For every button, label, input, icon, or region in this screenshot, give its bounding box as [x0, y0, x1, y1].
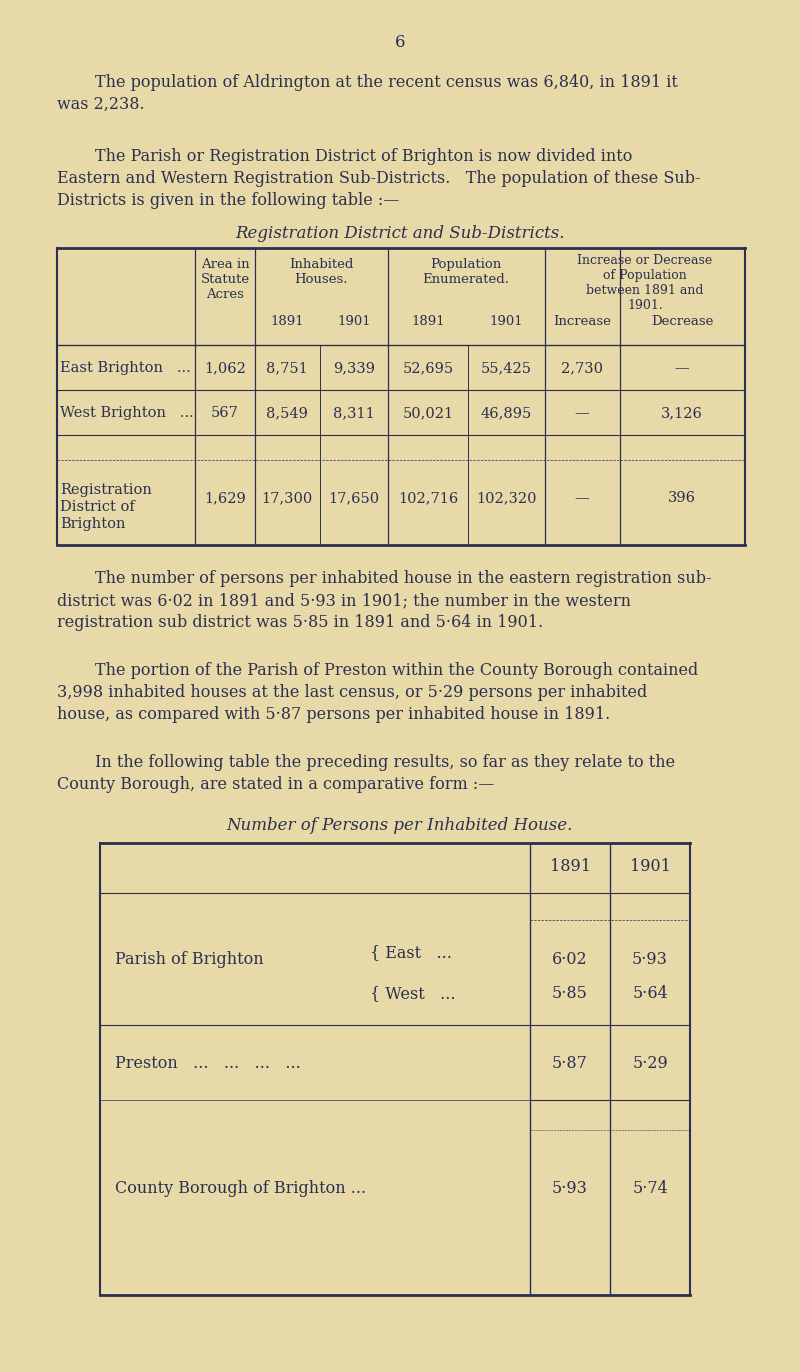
Text: 8,751: 8,751 [266, 361, 308, 375]
Text: 6: 6 [394, 34, 406, 51]
Text: 1891: 1891 [270, 316, 304, 328]
Text: 1891: 1891 [411, 316, 445, 328]
Text: The number of persons per inhabited house in the eastern registration sub-: The number of persons per inhabited hous… [95, 569, 711, 587]
Text: 102,320: 102,320 [476, 491, 536, 505]
Text: 396: 396 [668, 491, 696, 505]
Text: 5·29: 5·29 [632, 1055, 668, 1072]
Text: Increase: Increase [553, 316, 611, 328]
Text: 1901: 1901 [337, 316, 371, 328]
Text: County Borough of Brighton ...: County Borough of Brighton ... [115, 1180, 366, 1196]
Text: Brighton: Brighton [60, 517, 126, 531]
Text: 3,998 inhabited houses at the last census, or 5·29 persons per inhabited: 3,998 inhabited houses at the last censu… [57, 685, 647, 701]
Text: Population
Enumerated.: Population Enumerated. [422, 258, 510, 285]
Text: The portion of the Parish of Preston within the County Borough contained: The portion of the Parish of Preston wit… [95, 663, 698, 679]
Text: 1,062: 1,062 [204, 361, 246, 375]
Text: 1,629: 1,629 [204, 491, 246, 505]
Text: Registration: Registration [60, 483, 152, 497]
Text: —: — [674, 361, 690, 375]
Text: 5·93: 5·93 [552, 1180, 588, 1196]
Text: County Borough, are stated in a comparative form :—: County Borough, are stated in a comparat… [57, 777, 494, 793]
Text: 6·02: 6·02 [552, 951, 588, 969]
Text: Parish of Brighton: Parish of Brighton [115, 951, 264, 969]
Text: 5·93: 5·93 [632, 951, 668, 969]
Text: 1901: 1901 [630, 858, 670, 875]
Text: 8,311: 8,311 [333, 406, 375, 420]
Text: 5·87: 5·87 [552, 1055, 588, 1072]
Text: registration sub district was 5·85 in 1891 and 5·64 in 1901.: registration sub district was 5·85 in 18… [57, 615, 543, 631]
Text: Inhabited
Houses.: Inhabited Houses. [289, 258, 353, 285]
Text: Preston   ...   ...   ...   ...: Preston ... ... ... ... [115, 1055, 301, 1072]
Text: The population of Aldrington at the recent census was 6,840, in 1891 it: The population of Aldrington at the rece… [95, 74, 678, 91]
Text: Districts is given in the following table :—: Districts is given in the following tabl… [57, 192, 399, 209]
Text: West Brighton   ...: West Brighton ... [60, 406, 194, 420]
Text: 8,549: 8,549 [266, 406, 308, 420]
Text: Increase or Decrease
of Population
between 1891 and
1901.: Increase or Decrease of Population betwe… [578, 254, 713, 311]
Text: District of: District of [60, 499, 134, 514]
Text: In the following table the preceding results, so far as they relate to the: In the following table the preceding res… [95, 755, 675, 771]
Text: 9,339: 9,339 [333, 361, 375, 375]
Text: 1901: 1901 [489, 316, 523, 328]
Text: Registration District and Sub-Districts.: Registration District and Sub-Districts. [235, 225, 565, 241]
Text: —: — [574, 406, 590, 420]
Text: Decrease: Decrease [651, 316, 713, 328]
Text: 17,650: 17,650 [329, 491, 379, 505]
Text: Area in
Statute
Acres: Area in Statute Acres [201, 258, 250, 300]
Text: 17,300: 17,300 [262, 491, 313, 505]
Text: Eastern and Western Registration Sub-Districts.   The population of these Sub-: Eastern and Western Registration Sub-Dis… [57, 170, 701, 187]
Text: 3,126: 3,126 [661, 406, 703, 420]
Text: 46,895: 46,895 [480, 406, 532, 420]
Text: The Parish or Registration District of Brighton is now divided into: The Parish or Registration District of B… [95, 148, 632, 165]
Text: Number of Persons per Inhabited House.: Number of Persons per Inhabited House. [227, 816, 573, 834]
Text: 5·74: 5·74 [632, 1180, 668, 1196]
Text: 52,695: 52,695 [402, 361, 454, 375]
Text: { West   ...: { West ... [370, 985, 455, 1002]
Text: 567: 567 [211, 406, 239, 420]
Text: house, as compared with 5·87 persons per inhabited house in 1891.: house, as compared with 5·87 persons per… [57, 707, 610, 723]
Text: district was 6·02 in 1891 and 5·93 in 1901; the number in the western: district was 6·02 in 1891 and 5·93 in 19… [57, 591, 631, 609]
Text: 50,021: 50,021 [402, 406, 454, 420]
Text: —: — [574, 491, 590, 505]
Text: was 2,238.: was 2,238. [57, 96, 145, 113]
Text: 102,716: 102,716 [398, 491, 458, 505]
Text: 2,730: 2,730 [561, 361, 603, 375]
Text: { East   ...: { East ... [370, 944, 452, 960]
Text: 1891: 1891 [550, 858, 590, 875]
Text: 5·85: 5·85 [552, 985, 588, 1002]
Text: East Brighton   ...: East Brighton ... [60, 361, 190, 375]
Text: 55,425: 55,425 [481, 361, 531, 375]
Text: 5·64: 5·64 [632, 985, 668, 1002]
